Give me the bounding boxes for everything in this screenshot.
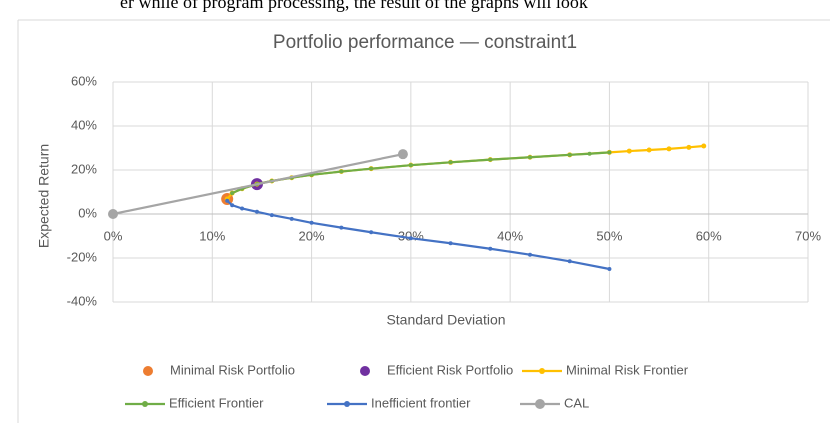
point	[701, 143, 707, 149]
series-line	[231, 151, 610, 195]
legend-marker	[539, 368, 545, 374]
legend-label: Inefficient frontier	[371, 395, 471, 410]
legend-marker	[360, 366, 370, 376]
point	[289, 216, 294, 221]
point	[448, 241, 453, 246]
point	[626, 148, 632, 154]
point	[448, 160, 453, 165]
point	[607, 150, 612, 155]
chart-title: Portfolio performance — constraint1	[273, 32, 577, 53]
legend-label: Efficient Risk Portfolio	[387, 362, 513, 377]
point	[339, 169, 344, 174]
y-tick-label: -40%	[67, 293, 98, 308]
point	[230, 191, 235, 196]
y-tick-label: -20%	[67, 249, 98, 264]
point	[567, 152, 572, 157]
x-axis-title: Standard Deviation	[386, 312, 505, 328]
point	[666, 146, 672, 152]
point	[397, 149, 408, 160]
legend-label: CAL	[564, 395, 589, 410]
legend-label: Efficient Frontier	[169, 395, 264, 410]
point	[686, 144, 692, 150]
x-tick-label: 50%	[596, 228, 622, 243]
x-tick-label: 20%	[299, 228, 325, 243]
page-text: er while of program processing, the resu…	[120, 0, 588, 12]
x-tick-label: 70%	[795, 228, 821, 243]
point	[225, 198, 230, 203]
point	[230, 203, 235, 208]
point	[528, 155, 532, 160]
point	[587, 151, 592, 156]
point	[528, 252, 532, 257]
x-tick-label: 10%	[199, 228, 225, 243]
point	[369, 166, 374, 171]
point	[408, 163, 413, 168]
point	[254, 209, 259, 214]
y-tick-label: 0%	[78, 205, 97, 220]
y-axis-title: Expected Return	[36, 144, 52, 248]
series-line	[226, 144, 704, 200]
point	[269, 213, 274, 218]
legend-marker	[143, 366, 153, 376]
point	[408, 236, 413, 241]
y-tick-label: 40%	[71, 117, 97, 132]
legend-label: Minimal Risk Portfolio	[170, 362, 295, 377]
point	[488, 246, 493, 251]
x-tick-label: 60%	[696, 228, 722, 243]
legend-label: Minimal Risk Frontier	[566, 362, 689, 377]
point	[339, 225, 344, 230]
series-line	[112, 153, 404, 216]
point	[646, 147, 652, 153]
point	[607, 267, 612, 271]
point	[369, 230, 374, 235]
point	[309, 220, 314, 225]
y-tick-label: 20%	[71, 161, 97, 176]
x-tick-label: 0%	[104, 228, 123, 243]
x-tick-label: 40%	[497, 228, 523, 243]
legend-marker	[344, 401, 350, 407]
point	[108, 209, 118, 219]
point	[488, 157, 493, 162]
point	[240, 206, 245, 211]
point	[567, 259, 572, 264]
legend-marker	[535, 399, 545, 409]
legend-marker	[142, 401, 148, 407]
y-tick-label: 60%	[71, 73, 97, 88]
